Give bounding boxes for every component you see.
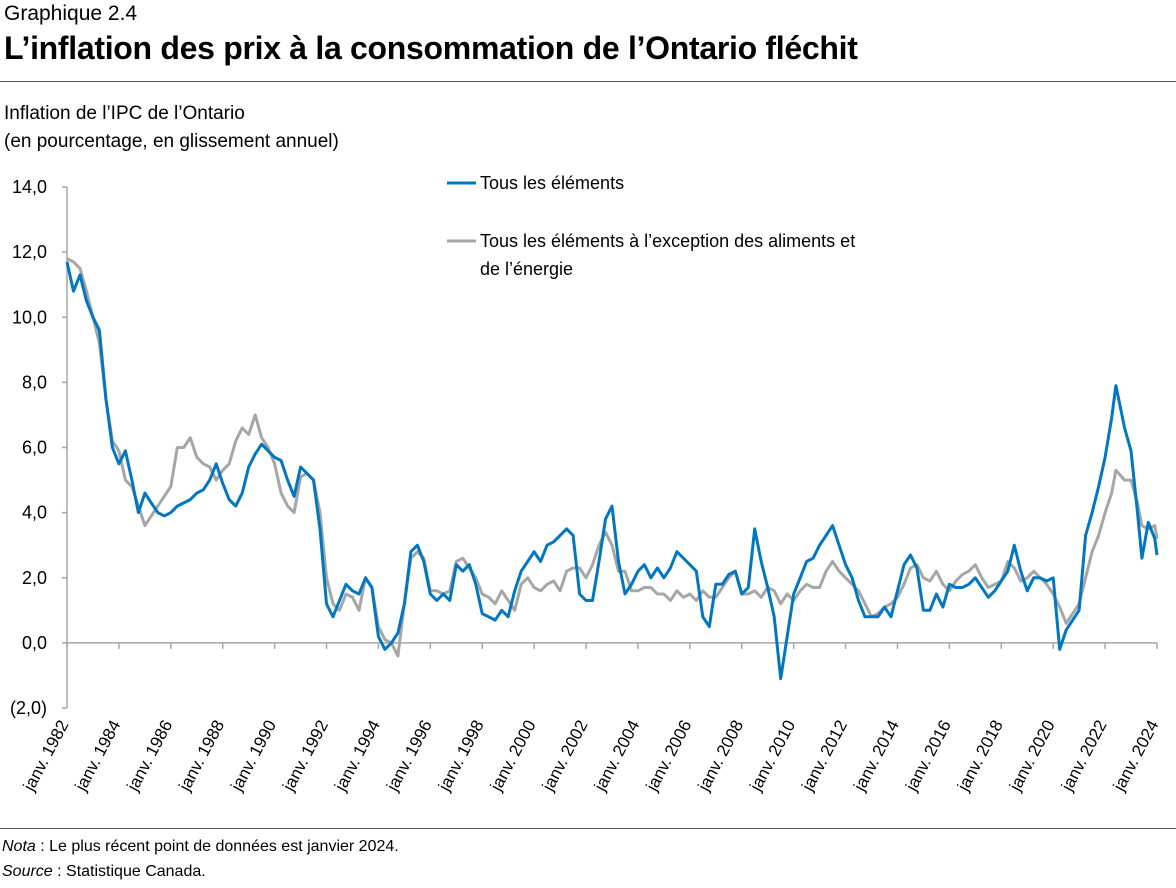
series-line-core xyxy=(66,257,1159,658)
y-tick-label: 14,0 xyxy=(12,177,47,197)
x-tick-label: janv. 2000 xyxy=(486,717,539,795)
y-tick-label: 10,0 xyxy=(12,307,47,327)
source-text: : Statistique Canada. xyxy=(52,863,206,880)
figure-number: Graphique 2.4 xyxy=(4,2,138,25)
x-tick-label: janv. 2018 xyxy=(953,717,1006,795)
x-tick-label: janv. 1988 xyxy=(175,717,228,795)
x-tick-label: janv. 1998 xyxy=(434,717,487,795)
x-tick-label: janv. 2024 xyxy=(1109,717,1162,795)
x-tick-label: janv. 1986 xyxy=(123,717,176,795)
x-tick-label: janv. 1982 xyxy=(19,717,72,795)
x-tick-label: janv. 2010 xyxy=(746,717,799,795)
legend-label-all-items: Tous les éléments xyxy=(480,173,624,193)
x-tick-label: janv. 1992 xyxy=(279,717,332,795)
source-label: Source xyxy=(2,863,53,880)
y-axis-title-line-1: Inflation de l’IPC de l’Ontario xyxy=(4,103,245,124)
y-tick-label: 4,0 xyxy=(22,503,47,523)
x-tick-label: janv. 1996 xyxy=(382,717,435,795)
y-tick-label: (2,0) xyxy=(10,698,47,718)
note-nota: Nota : Le plus récent point de données e… xyxy=(2,838,399,856)
x-tick-label: janv. 2012 xyxy=(798,717,851,795)
y-tick-label: 8,0 xyxy=(22,372,47,392)
y-tick-label: 2,0 xyxy=(22,568,47,588)
title-divider xyxy=(0,81,1176,82)
x-tick-label: janv. 2016 xyxy=(901,717,954,795)
series-line-all-items xyxy=(65,261,1159,681)
x-tick-label: janv. 2020 xyxy=(1005,717,1058,795)
nota-text: : Le plus récent point de données est ja… xyxy=(35,838,399,855)
x-tick-label: janv. 2004 xyxy=(590,717,643,795)
note-source: Source : Statistique Canada. xyxy=(2,863,206,881)
chart-title: L’inflation des prix à la consommation d… xyxy=(4,30,858,66)
x-tick-label: janv. 1994 xyxy=(330,717,383,795)
legend-label-core-line-2: de l’énergie xyxy=(480,259,573,279)
x-tick-label: janv. 2022 xyxy=(1057,717,1110,795)
x-tick-label: janv. 2002 xyxy=(538,717,591,795)
x-tick-label: janv. 1984 xyxy=(71,717,124,795)
nota-label: Nota xyxy=(2,838,36,855)
x-tick-label: janv. 2014 xyxy=(850,717,903,795)
notes-divider xyxy=(0,828,1176,829)
y-tick-label: 12,0 xyxy=(12,242,47,262)
x-tick-label: janv. 2008 xyxy=(694,717,747,795)
y-tick-label: 0,0 xyxy=(22,633,47,653)
legend-label-core-line-1: Tous les éléments à l’exception des alim… xyxy=(480,231,855,251)
y-tick-label: 6,0 xyxy=(22,438,47,458)
x-tick-label: janv. 1990 xyxy=(227,717,280,795)
x-tick-label: janv. 2006 xyxy=(642,717,695,795)
y-axis-title-line-2: (en pourcentage, en glissement annuel) xyxy=(4,131,339,152)
